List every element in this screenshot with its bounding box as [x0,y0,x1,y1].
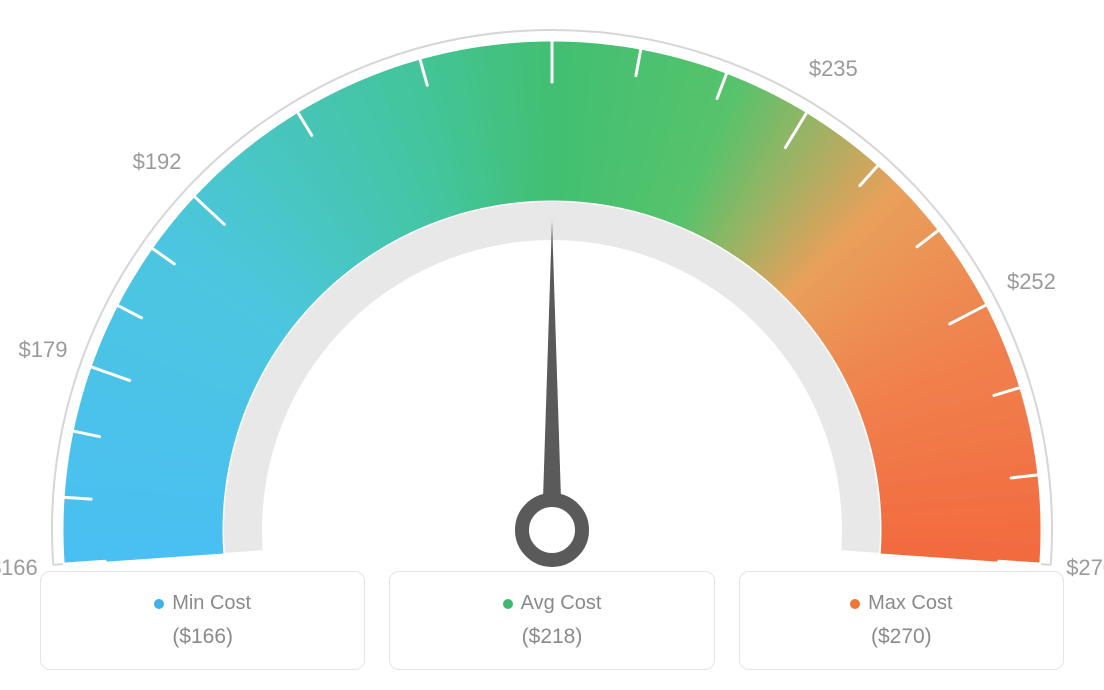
legend-avg-value: ($218) [408,625,695,649]
gauge-tick-label: $166 [0,555,38,581]
legend-row: Min Cost ($166) Avg Cost ($218) Max Cost… [40,571,1064,670]
legend-dot-avg [503,599,513,609]
legend-dot-min [154,599,164,609]
gauge-area: $166 $179 $192 $218 $235 $252 $270 [0,0,1104,580]
legend-card-max: Max Cost ($270) [739,571,1064,670]
gauge-tick-label: $235 [809,56,858,82]
gauge-svg [0,0,1104,580]
gauge-tick-label: $252 [1007,269,1056,295]
legend-card-min: Min Cost ($166) [40,571,365,670]
legend-dot-max [850,599,860,609]
cost-gauge-container: $166 $179 $192 $218 $235 $252 $270 Min Cost ($… [0,0,1104,690]
legend-min-value: ($166) [59,625,346,649]
gauge-tick-label: $218 [528,0,577,3]
gauge-tick-label: $270 [1066,555,1104,581]
gauge-tick-label: $179 [18,337,67,363]
legend-min-label: Min Cost [172,592,251,615]
legend-card-avg: Avg Cost ($218) [389,571,714,670]
legend-max-value: ($270) [758,625,1045,649]
gauge-tick-label: $192 [133,149,182,175]
legend-max-label: Max Cost [868,592,952,615]
legend-avg-label: Avg Cost [521,592,602,615]
